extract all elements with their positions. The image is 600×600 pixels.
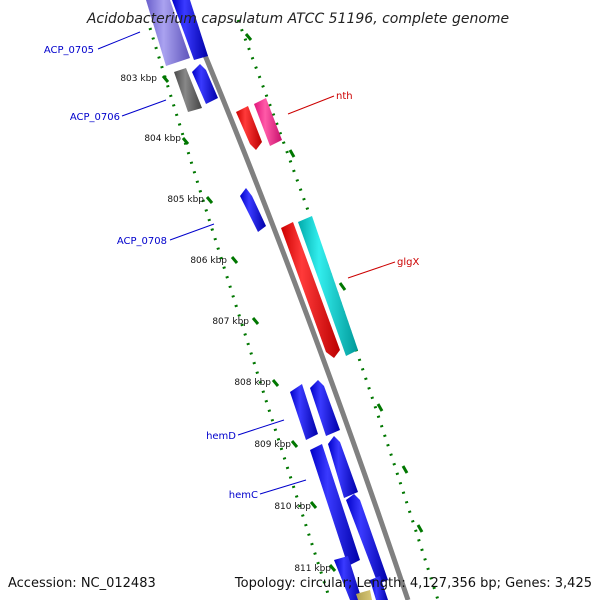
label-connectors (97, 31, 396, 495)
cds-features (146, 0, 388, 600)
gene-label-acp0706[interactable]: ACP_0706 (70, 112, 120, 123)
cds-forward-803[interactable] (192, 64, 218, 104)
tick-label: 807 kbp (212, 317, 249, 327)
tick-label: 810 kbp (274, 502, 311, 512)
cds-nth-red[interactable] (236, 106, 262, 150)
cds-forward-810[interactable] (346, 494, 388, 584)
gene-label-nth[interactable]: nth (336, 91, 353, 102)
cds-acp0705-forward[interactable] (172, 0, 208, 60)
tick-label: 809 kbp (254, 440, 291, 450)
tick-label: 805 kbp (167, 195, 204, 205)
cds-glgX[interactable] (298, 216, 358, 356)
tick-label: 804 kbp (144, 134, 181, 144)
gene-labels: ACP_0705 ACP_0706 ACP_0708 hemD hemC nth… (44, 45, 420, 501)
gene-label-acp0708[interactable]: ACP_0708 (117, 236, 167, 247)
major-ticks (161, 33, 424, 572)
cds-acp0708[interactable] (240, 188, 266, 232)
tick-label: 803 kbp (120, 74, 157, 84)
map-title: Acidobacterium capsulatum ATCC 51196, co… (86, 11, 509, 27)
cds-forward-812[interactable] (370, 576, 388, 600)
gene-label-glgX[interactable]: glgX (397, 257, 419, 268)
gene-label-acp0705[interactable]: ACP_0705 (44, 45, 94, 56)
gene-label-hemD[interactable]: hemD (206, 431, 236, 442)
cds-hemC[interactable] (310, 444, 360, 566)
cds-forward-809[interactable] (328, 436, 358, 498)
cds-olive[interactable] (356, 590, 372, 600)
cds-acp0706[interactable] (174, 68, 202, 112)
cds-forward-811[interactable] (334, 556, 362, 600)
genome-backbone (179, 0, 411, 600)
tick-track-left (148, 27, 332, 600)
kbp-labels: 803 kbp 804 kbp 805 kbp 806 kbp 807 kbp … (120, 74, 331, 574)
genome-summary: Topology: circular; Length: 4,127,356 bp… (234, 576, 592, 591)
cds-nth[interactable] (254, 98, 282, 146)
cds-hemD[interactable] (310, 380, 340, 436)
cds-red-long[interactable] (281, 222, 340, 358)
tick-label: 808 kbp (234, 378, 271, 388)
tick-label: 806 kbp (190, 256, 227, 266)
accession-text: Accession: NC_012483 (8, 576, 156, 591)
cds-forward-808a[interactable] (290, 384, 318, 440)
gene-label-hemC[interactable]: hemC (229, 490, 258, 501)
cds-acp0705[interactable] (146, 0, 190, 66)
tick-label: 811 kbp (294, 564, 331, 574)
